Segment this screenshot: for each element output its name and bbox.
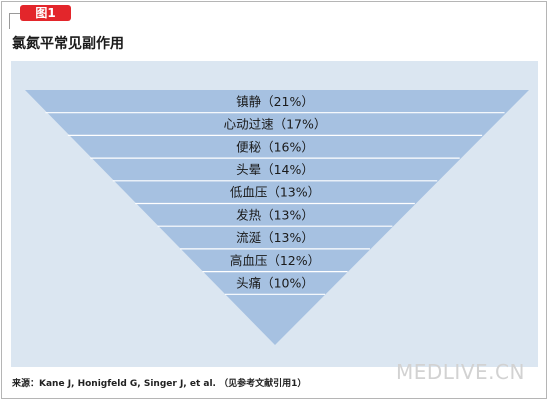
source-note: 来源：Kane J, Honigfeld G, Singer J, et al.…	[12, 379, 307, 389]
funnel-shape	[25, 90, 529, 345]
funnel-band-label: 镇静（21%）	[236, 94, 314, 109]
funnel-band-label: 头痛（10%）	[236, 275, 314, 290]
funnel-band-label: 发热（13%）	[236, 207, 314, 222]
corner-mark-vertical	[9, 13, 10, 29]
chart-title: 氯氮平常见副作用	[12, 36, 124, 52]
funnel-band-label: 便秘（16%）	[236, 139, 314, 154]
corner-mark-horizontal	[9, 13, 21, 14]
figure-label-badge: 图1	[20, 5, 71, 21]
funnel-band-label: 高血压（12%）	[230, 253, 320, 268]
funnel-band-label: 头晕（14%）	[236, 162, 314, 177]
watermark: MEDLIVE.CN	[396, 360, 525, 384]
funnel-band-label: 心动过速（17%）	[224, 117, 327, 132]
funnel-band-label: 低血压（13%）	[230, 185, 320, 200]
funnel-band-label: 流涎（13%）	[236, 230, 314, 245]
